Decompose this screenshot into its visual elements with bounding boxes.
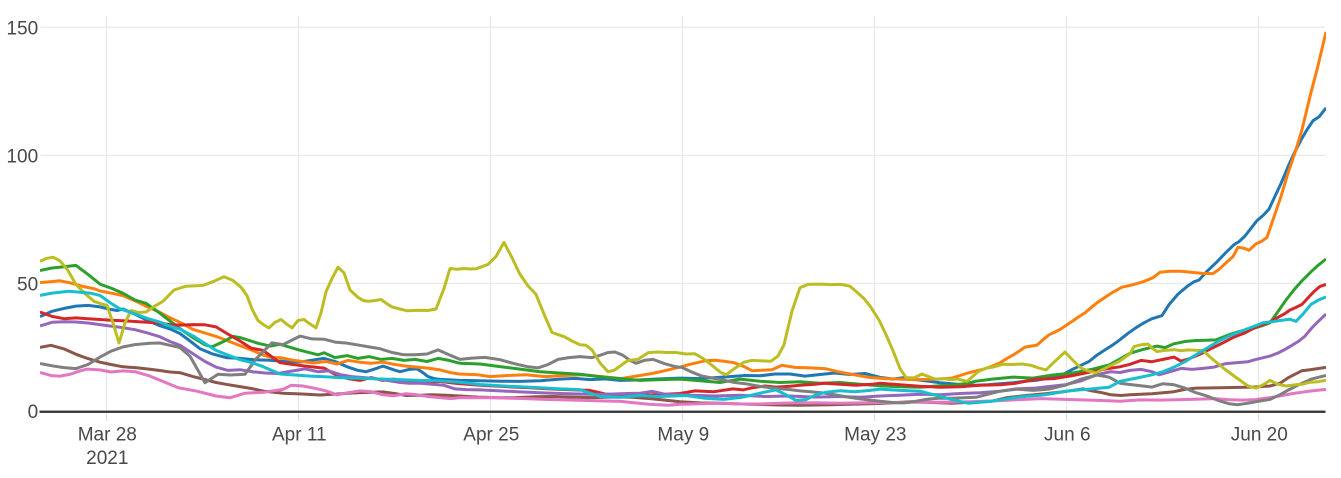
svg-text:0: 0 bbox=[28, 402, 39, 423]
svg-text:50: 50 bbox=[17, 275, 38, 296]
svg-text:May 9: May 9 bbox=[657, 425, 709, 446]
svg-text:Jun 6: Jun 6 bbox=[1044, 425, 1090, 446]
svg-text:2021: 2021 bbox=[86, 448, 128, 469]
svg-text:Apr 25: Apr 25 bbox=[463, 425, 519, 446]
svg-text:Jun 20: Jun 20 bbox=[1231, 425, 1288, 446]
svg-text:Mar 28: Mar 28 bbox=[78, 425, 137, 446]
svg-text:May 23: May 23 bbox=[844, 425, 906, 446]
svg-text:100: 100 bbox=[6, 147, 38, 168]
svg-text:Apr 11: Apr 11 bbox=[272, 425, 327, 446]
svg-text:150: 150 bbox=[6, 18, 38, 39]
